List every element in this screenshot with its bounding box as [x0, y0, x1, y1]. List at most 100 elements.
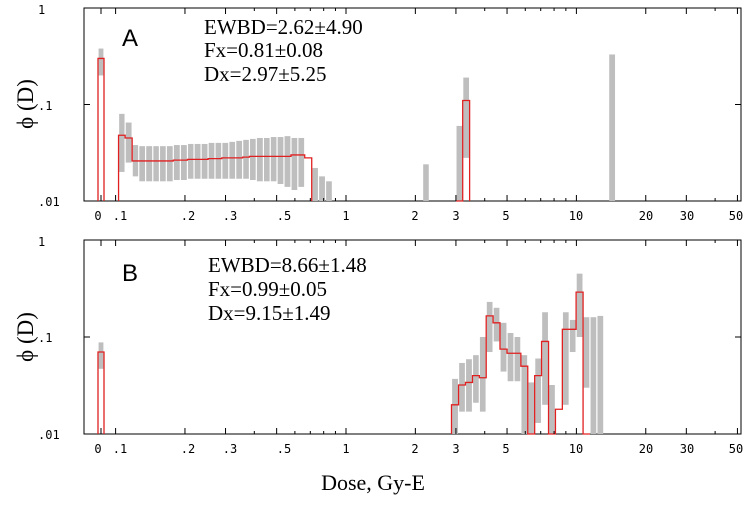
panel-b-bands: [98, 273, 604, 434]
panel-b-band-8: [500, 322, 507, 372]
panel-a-band-31: [326, 181, 332, 201]
panel-a-band-11: [188, 143, 194, 179]
panel-b-band-5: [479, 337, 486, 412]
panel-a-x-ticks: [84, 8, 741, 201]
panel-b-stat-fx: Fx=0.99±0.05: [208, 277, 327, 301]
panel-b-band-3: [466, 359, 472, 412]
panel-b-fit-line: [97, 291, 590, 435]
panel-a-ytick-1: 1: [38, 3, 45, 17]
panel-b-xtick-label: 5: [502, 442, 509, 456]
panel-b-frame: [83, 239, 742, 435]
panel-a-band-19: [243, 139, 249, 179]
panel-a-band-0: [98, 48, 104, 76]
panel-a-band-1: [119, 113, 125, 172]
panel-b-x-tick-labels: 0 .1 .2 .3 .5 1 2 3 5 10 20 30 50: [94, 442, 743, 456]
panel-a-xtick-label: 1: [342, 209, 349, 223]
panel-b-band-12: [528, 382, 535, 434]
panel-a-xtick-label: 30: [680, 209, 694, 223]
panel-a-band-20: [250, 138, 256, 181]
panel-b-xtick-label: .2: [181, 442, 195, 456]
panel-a: A EWBD=2.62±4.90 Fx=0.81±0.08 Dx=2.97±5.…: [13, 3, 743, 223]
panel-b-band-9: [507, 332, 514, 382]
panel-a-xtick-label: 10: [569, 209, 583, 223]
panel-a-band-9: [173, 145, 180, 181]
panel-b-stat-ewbd: EWBD=8.66±1.48: [208, 253, 367, 277]
panel-b-letter: B: [122, 260, 138, 287]
panel-a-band-6: [153, 146, 159, 182]
panel-a-stat-ewbd: EWBD=2.62±4.90: [204, 15, 363, 39]
panel-b-xtick-label: .5: [277, 442, 291, 456]
panel-a-band-24: [277, 137, 284, 185]
panel-a-band-13: [201, 143, 208, 179]
panel-a-band-14: [208, 142, 215, 179]
panel-a-band-22: [263, 137, 270, 182]
panel-a-xtick-label: .5: [277, 209, 291, 223]
panel-b-band-22: [597, 315, 604, 434]
panel-a-band-25: [284, 136, 291, 187]
panel-a-band-30: [319, 176, 325, 201]
panel-a-bands: [98, 48, 616, 201]
panel-b-xtick-label: 2: [411, 442, 418, 456]
panel-b-ytick-1: 1: [38, 235, 45, 249]
panel-a-band-4: [139, 146, 146, 182]
panel-b-band-13: [535, 358, 541, 423]
panel-a-band-32: [423, 164, 429, 201]
panel-a-xtick-label: 20: [639, 209, 653, 223]
panel-a-x-tick-labels: 0 .1 .2 .3 .5 1 2 3 5 10 20 30 50: [94, 209, 743, 223]
panel-a-band-23: [270, 137, 277, 182]
panel-b-band-17: [562, 312, 569, 405]
panel-b-band-4: [473, 355, 479, 403]
panel-a-band-15: [215, 142, 222, 179]
panel-a-xtick-label: .3: [223, 209, 237, 223]
panel-b-band-14: [542, 312, 548, 405]
panel-b-xtick-label: 0: [94, 442, 101, 456]
panel-b-band-19: [576, 273, 583, 337]
panel-a-xtick-label: 5: [502, 209, 509, 223]
panel-a-band-18: [236, 140, 243, 179]
panel-a-band-35: [609, 54, 616, 201]
panel-b-band-21: [590, 317, 597, 434]
panel-a-band-27: [298, 137, 305, 187]
panel-a-letter: A: [122, 25, 138, 52]
panel-a-band-7: [160, 146, 166, 182]
panel-a-xtick-label: .2: [181, 209, 195, 223]
panel-b-band-0: [98, 342, 104, 369]
panel-b-band-15: [549, 385, 555, 434]
panel-b: B EWBD=8.66±1.48 Fx=0.99±0.05 Dx=9.15±1.…: [13, 235, 743, 456]
panel-b-x-ticks: [84, 240, 741, 434]
panel-b-ytick-0-01: .01: [38, 428, 60, 442]
panel-a-stat-dx: Dx=2.97±5.25: [204, 62, 327, 86]
panel-a-band-16: [222, 142, 229, 179]
panel-b-xtick-label: .3: [223, 442, 237, 456]
panel-b-band-6: [486, 301, 493, 353]
panel-a-band-17: [229, 141, 236, 179]
panel-a-xtick-label: 3: [452, 209, 459, 223]
panel-a-fit-line: [97, 57, 471, 202]
panel-a-xtick-label: 2: [411, 209, 418, 223]
panel-a-band-2: [125, 122, 132, 163]
panel-b-xtick-label: 50: [729, 442, 743, 456]
panel-a-band-34: [463, 77, 470, 158]
panel-b-stat-dx: Dx=9.15±1.49: [208, 301, 331, 325]
panel-a-ytick-0-01: .01: [38, 195, 60, 209]
panel-a-band-8: [166, 146, 173, 182]
panel-a-band-5: [146, 146, 153, 182]
panel-a-band-12: [194, 143, 201, 179]
panel-b-band-1: [452, 378, 458, 434]
panel-b-xtick-label: 20: [639, 442, 653, 456]
panel-b-xtick-label: 3: [452, 442, 459, 456]
panel-a-band-29: [312, 167, 318, 201]
panel-a-band-21: [256, 137, 263, 182]
panel-a-xtick-label: 0: [94, 209, 101, 223]
panel-a-y-axis-label: ϕ (D): [13, 79, 38, 129]
panel-b-xtick-label: 30: [680, 442, 694, 456]
panel-b-band-10: [514, 337, 521, 382]
panel-b-xtick-label: 1: [342, 442, 349, 456]
panel-b-xtick-label: .1: [113, 442, 127, 456]
panel-a-band-26: [291, 137, 298, 191]
panel-a-xtick-label: 50: [729, 209, 743, 223]
panel-b-band-7: [493, 307, 500, 342]
panel-b-band-20: [583, 317, 590, 388]
panel-b-xtick-label: 10: [569, 442, 583, 456]
